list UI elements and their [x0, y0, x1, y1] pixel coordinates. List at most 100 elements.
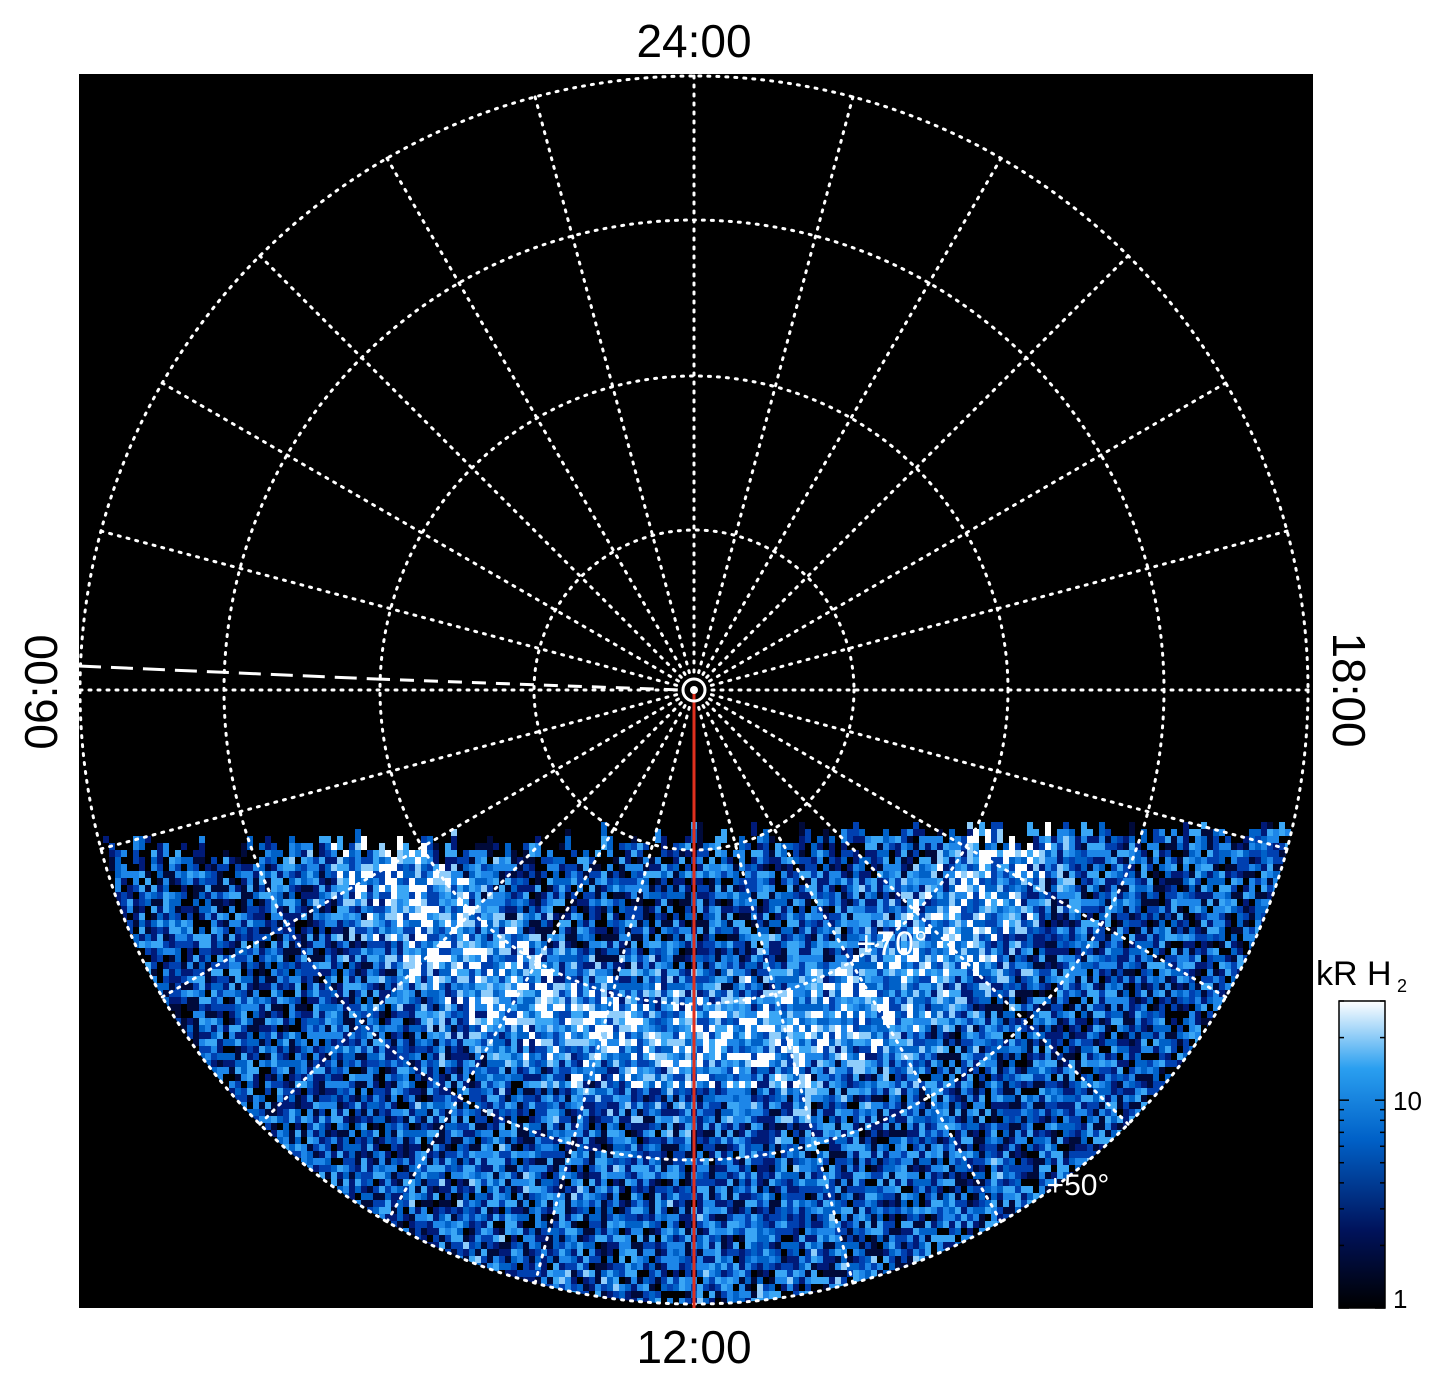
- emission-pixel: [355, 1004, 361, 1011]
- emission-pixel: [679, 1011, 685, 1018]
- emission-pixel: [199, 843, 205, 857]
- emission-pixel: [1195, 1018, 1201, 1025]
- emission-pixel: [109, 857, 115, 871]
- emission-pixel: [811, 843, 817, 857]
- emission-pixel: [481, 1011, 487, 1018]
- emission-pixel: [325, 1004, 331, 1011]
- emission-pixel: [1201, 1004, 1207, 1011]
- emission-pixel: [535, 1018, 541, 1025]
- emission-pixel: [211, 1011, 217, 1018]
- emission-pixel: [1129, 1004, 1135, 1011]
- emission-pixel: [517, 843, 523, 857]
- emission-pixel: [1117, 1011, 1123, 1018]
- emission-pixel: [919, 1018, 925, 1025]
- emission-pixel: [1027, 822, 1033, 836]
- emission-pixel: [1183, 1011, 1189, 1018]
- emission-pixel: [901, 1004, 907, 1011]
- emission-pixel: [205, 1004, 211, 1011]
- emission-pixel: [211, 1018, 217, 1025]
- emission-pixel: [589, 1025, 595, 1032]
- emission-pixel: [793, 1018, 799, 1025]
- emission-pixel: [595, 1011, 601, 1018]
- emission-pixel: [427, 1011, 433, 1018]
- emission-pixel: [1069, 1018, 1075, 1025]
- emission-pixel: [787, 1018, 793, 1025]
- emission-pixel: [631, 1004, 637, 1011]
- emission-pixel: [1033, 1018, 1039, 1025]
- emission-pixel: [421, 1018, 427, 1025]
- emission-pixel: [625, 1011, 631, 1018]
- emission-pixel: [679, 1018, 685, 1025]
- emission-pixel: [361, 1011, 367, 1018]
- emission-pixel: [1129, 1018, 1135, 1025]
- emission-pixel: [1207, 1011, 1213, 1018]
- emission-pixel: [199, 1011, 205, 1018]
- emission-pixel: [799, 1004, 805, 1011]
- emission-pixel: [343, 1025, 349, 1032]
- emission-pixel: [205, 1018, 211, 1025]
- emission-pixel: [487, 1004, 493, 1011]
- emission-pixel: [307, 1004, 313, 1011]
- emission-pixel: [757, 1018, 763, 1025]
- emission-pixel: [283, 857, 289, 871]
- emission-pixel: [1183, 836, 1189, 850]
- emission-pixel: [835, 829, 841, 843]
- local-time-label-top: 24:00: [636, 15, 752, 67]
- emission-pixel: [289, 843, 295, 857]
- emission-pixel: [535, 843, 541, 857]
- emission-pixel: [619, 1018, 625, 1025]
- emission-pixel: [631, 1018, 637, 1025]
- emission-pixel: [565, 1004, 571, 1011]
- emission-pixel: [181, 1011, 187, 1018]
- emission-pixel: [409, 1018, 415, 1025]
- emission-pixel: [931, 1011, 937, 1018]
- emission-pixel: [1039, 1011, 1045, 1018]
- emission-pixel: [799, 836, 805, 850]
- emission-pixel: [307, 1025, 313, 1032]
- emission-pixel: [139, 836, 145, 850]
- emission-pixel: [919, 1004, 925, 1011]
- emission-pixel: [409, 1011, 415, 1018]
- emission-pixel: [985, 1011, 991, 1018]
- emission-pixel: [757, 1011, 763, 1018]
- emission-pixel: [193, 1011, 199, 1018]
- emission-pixel: [289, 1004, 295, 1011]
- emission-pixel: [1279, 822, 1285, 836]
- emission-pixel: [895, 1011, 901, 1018]
- emission-pixel: [493, 1011, 499, 1018]
- emission-pixel: [199, 1004, 205, 1011]
- emission-pixel: [787, 1004, 793, 1011]
- emission-pixel: [835, 1018, 841, 1025]
- emission-pixel: [607, 1025, 613, 1032]
- emission-pixel: [1045, 1018, 1051, 1025]
- emission-pixel: [337, 1025, 343, 1032]
- emission-pixel: [1069, 1011, 1075, 1018]
- emission-pixel: [523, 1025, 529, 1032]
- emission-pixel: [745, 1011, 751, 1018]
- emission-pixel: [907, 1004, 913, 1011]
- emission-pixel: [859, 1018, 865, 1025]
- emission-pixel: [949, 1018, 955, 1025]
- emission-pixel: [1027, 1018, 1033, 1025]
- emission-pixel: [559, 1004, 565, 1011]
- emission-pixel: [787, 1011, 793, 1018]
- emission-pixel: [991, 1018, 997, 1025]
- emission-pixel: [463, 1011, 469, 1018]
- emission-pixel: [1201, 1018, 1207, 1025]
- emission-pixel: [1105, 1011, 1111, 1018]
- emission-pixel: [469, 1011, 475, 1018]
- emission-pixel: [229, 1011, 235, 1018]
- emission-pixel: [1189, 1004, 1195, 1011]
- emission-pixel: [925, 1018, 931, 1025]
- emission-pixel: [883, 829, 889, 843]
- emission-pixel: [913, 1011, 919, 1018]
- emission-pixel: [1165, 1018, 1171, 1025]
- emission-pixel: [457, 1011, 463, 1018]
- emission-pixel: [343, 1011, 349, 1018]
- emission-pixel: [805, 1011, 811, 1018]
- emission-pixel: [571, 1004, 577, 1011]
- emission-pixel: [517, 1018, 523, 1025]
- emission-pixel: [493, 1018, 499, 1025]
- emission-pixel: [763, 1011, 769, 1018]
- emission-pixel: [1009, 1011, 1015, 1018]
